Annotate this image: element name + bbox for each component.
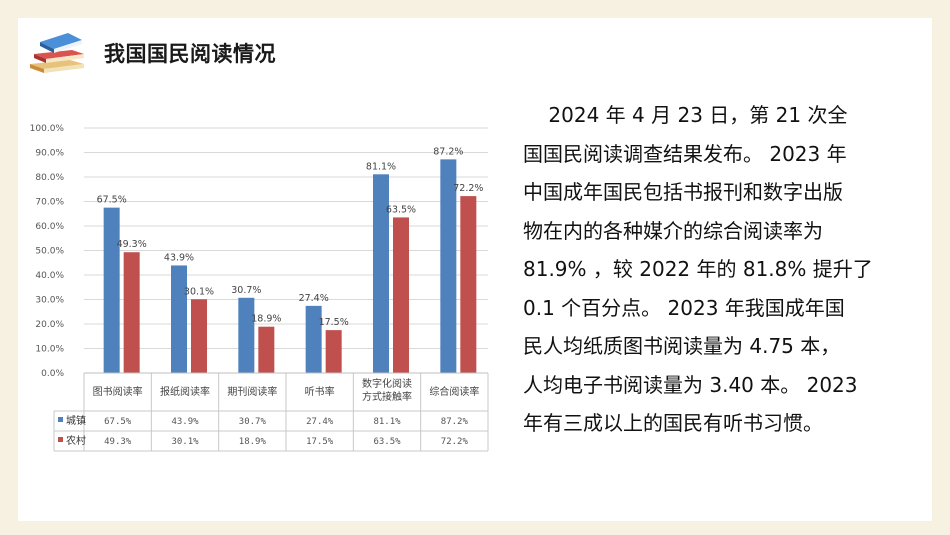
books-icon [30, 33, 84, 73]
data-label: 17.5% [319, 317, 349, 328]
y-tick-label: 30.0% [35, 296, 64, 306]
bar-农村 [460, 196, 477, 373]
reading-rate-chart: 0.0% 10.0% 20.0% 30.0% 40.0% 50.0% 60.0% 70.0% 8… [26, 108, 490, 468]
chart-svg: 0.0% 10.0% 20.0% 30.0% 40.0% 50.0% 60.0% 70.0% 8… [30, 124, 489, 452]
table-cell: 30.1% [171, 437, 199, 447]
x-tick-label: 图书阅读率 [93, 385, 143, 398]
table-cell: 17.5% [306, 437, 334, 447]
data-label: 27.4% [299, 293, 329, 304]
data-label: 18.9% [251, 314, 281, 325]
y-tick-label: 90.0% [35, 149, 64, 159]
bar-城镇 [440, 159, 457, 373]
y-tick-label: 80.0% [35, 173, 64, 183]
data-label: 67.5% [97, 195, 127, 206]
legend-swatch [58, 417, 63, 422]
header: 我国国民阅读情况 [26, 28, 426, 78]
legend-swatch [58, 437, 63, 442]
body-line: 人均电子书阅读量为 3.40 本。 2023 [523, 372, 858, 397]
data-label: 87.2% [433, 146, 463, 157]
y-tick-label: 40.0% [35, 271, 64, 281]
page-title: 我国国民阅读情况 [104, 42, 276, 66]
body-line: 年有三成以上的国民有听书习惯。 [523, 411, 823, 435]
bar-城镇 [305, 305, 322, 373]
data-label: 30.7% [231, 285, 261, 296]
bar-城镇 [171, 265, 187, 373]
body-line: 物在内的各种媒介的综合阅读率为 [523, 218, 823, 243]
body-line: 国国民阅读调查结果发布。 2023 年 [523, 141, 847, 166]
x-tick-label: 方式接触率 [362, 390, 412, 403]
x-tick-label: 报纸阅读率 [160, 385, 210, 398]
table-cell: 30.7% [239, 417, 267, 427]
body-line: 81.9% ，较 2022 年的 81.8% 提升了 [523, 257, 873, 281]
table-cell: 63.5% [373, 437, 401, 447]
y-tick-label: 0.0% [41, 369, 64, 379]
body-line: 0.1 个百分点。 2023 年我国成年国 [523, 295, 845, 320]
legend-label: 农村 [66, 434, 86, 447]
table-cell: 87.2% [441, 417, 469, 427]
body-line: 中国成年国民包括书报刊和数字出版 [523, 180, 843, 204]
body-line: 民人均纸质图书阅读量为 4.75 本， [523, 334, 841, 358]
data-label: 49.3% [117, 239, 147, 250]
table-cell: 43.9% [171, 417, 199, 427]
x-tick-label: 综合阅读率 [429, 385, 479, 398]
bar-城镇 [373, 174, 389, 373]
table-cell: 67.5% [104, 417, 132, 427]
data-label: 30.1% [184, 286, 214, 297]
y-tick-label: 70.0% [35, 198, 64, 208]
slide: 我国国民阅读情况 0.0% 10.0% 20.0% 30.0% 40.0% 50.0% 60… [18, 18, 932, 521]
bar-农村 [191, 299, 207, 373]
body-line: 2024 年 4 月 23 日，第 21 次全 [523, 103, 848, 127]
x-tick-label: 数字化阅读 [362, 377, 412, 390]
bar-农村 [123, 252, 140, 373]
table-cell: 72.2% [441, 437, 469, 447]
table-cell: 49.3% [104, 437, 132, 447]
data-label: 63.5% [386, 204, 416, 215]
legend-label: 城镇 [66, 414, 86, 427]
table-cell: 18.9% [239, 437, 267, 447]
bar-农村 [258, 326, 275, 373]
table-cell: 27.4% [306, 417, 334, 427]
y-tick-label: 50.0% [35, 247, 64, 257]
bar-城镇 [238, 297, 255, 373]
bar-农村 [393, 217, 409, 373]
y-tick-label: 60.0% [35, 222, 64, 232]
y-tick-label: 100.0% [30, 124, 65, 134]
x-tick-label: 期刊阅读率 [227, 385, 277, 398]
data-label: 81.1% [366, 161, 396, 172]
bar-农村 [325, 330, 342, 373]
table-cell: 81.1% [373, 417, 401, 427]
y-tick-label: 20.0% [35, 320, 64, 330]
y-tick-label: 10.0% [35, 345, 64, 355]
data-label: 43.9% [164, 252, 194, 263]
body-paragraph: 2024 年 4 月 23 日，第 21 次全 国国民阅读调查结果发布。 2023… [523, 96, 918, 443]
bar-城镇 [103, 207, 120, 373]
data-label: 72.2% [453, 183, 483, 194]
x-tick-label: 听书率 [305, 385, 335, 398]
